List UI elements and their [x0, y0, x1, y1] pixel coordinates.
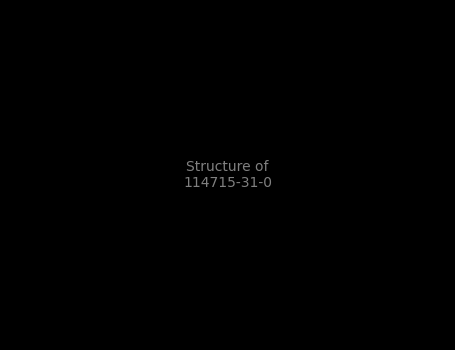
- Text: Structure of
114715-31-0: Structure of 114715-31-0: [183, 160, 272, 190]
